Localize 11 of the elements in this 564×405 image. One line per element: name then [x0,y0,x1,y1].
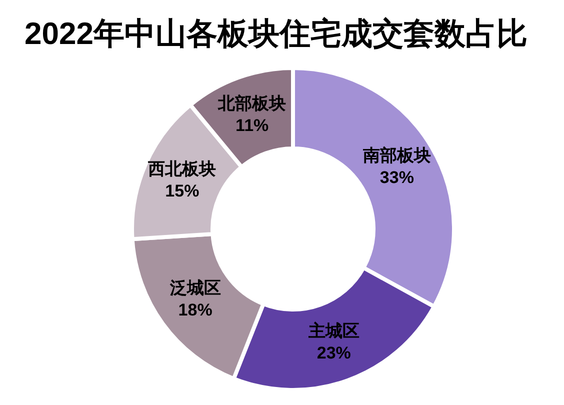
data-label: 15% [165,182,200,201]
data-label: 33% [380,168,414,188]
data-label: 11% [236,116,269,136]
slice-label: 西北板块 [147,160,216,179]
slice-label: 主城区 [307,321,360,340]
data-label: 18% [178,300,212,320]
slice-label: 南部板块 [362,146,431,166]
slice-label: 北部板块 [217,94,286,114]
data-label: 23% [316,343,351,362]
chart-title: 2022年中山各板块住宅成交套数占比 [24,15,528,53]
slice-label: 泛城区 [168,278,221,298]
